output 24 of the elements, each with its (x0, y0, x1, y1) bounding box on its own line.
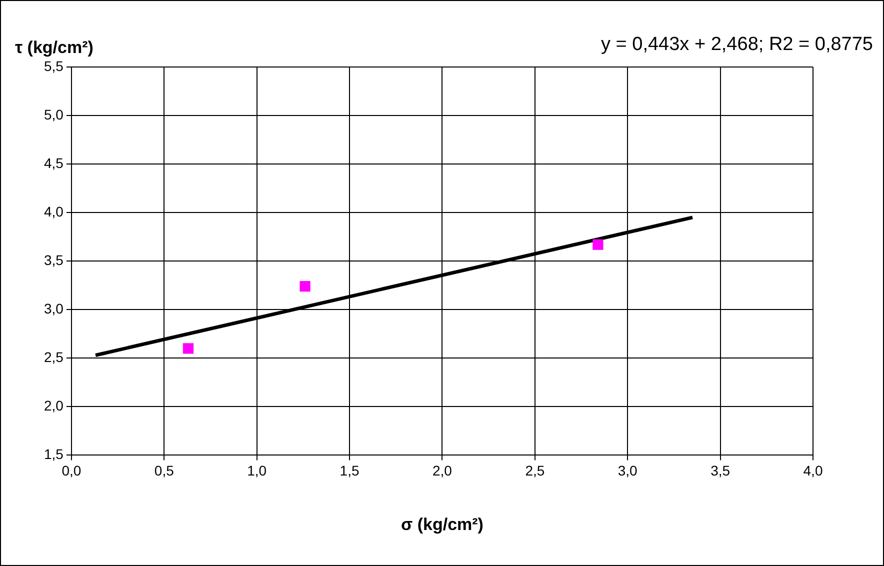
y-tick-label: 3,5 (44, 252, 64, 268)
point (592, 239, 604, 250)
x-tick-label: 1,5 (340, 462, 360, 478)
x-tick-label: 2,5 (525, 462, 545, 478)
x-tick-label: 4,0 (803, 462, 823, 478)
point (182, 343, 194, 354)
y-tick-label: 5,0 (44, 106, 64, 122)
text: y = 0,443x + 2,468; R2 = 0,8775 (600, 34, 873, 56)
x-tick-label: 0,5 (154, 462, 174, 478)
point (300, 281, 310, 292)
x-tick-label: 1,0 (247, 462, 267, 478)
y-tick-label: 2,5 (44, 349, 64, 366)
y-tick-label: 1,5 (44, 446, 64, 462)
y-tick-label: 3,0 (44, 300, 64, 316)
x-tick-label: 3,0 (618, 462, 638, 478)
y-tick-label: 4,0 (44, 203, 64, 220)
x-tick-label: 0,0 (62, 462, 82, 478)
x-tick-label: 3,5 (710, 462, 730, 478)
y-tick-label: 5,5 (44, 58, 64, 74)
x-tick-label: 2,0 (432, 462, 452, 478)
y-tick-label: 4,5 (44, 154, 64, 171)
x-axis-title: σ (kg/cm²) (400, 514, 484, 534)
y-tick-label: 2,0 (44, 398, 64, 414)
y-axis-title: τ (kg/cm²) (15, 38, 94, 58)
